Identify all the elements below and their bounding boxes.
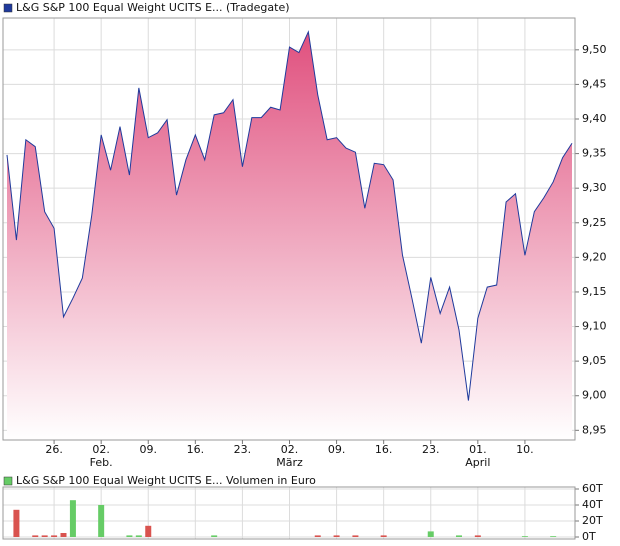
volume-bar <box>380 535 387 537</box>
x-tick-label: 10. <box>516 443 534 456</box>
x-tick-label: 23. <box>422 443 440 456</box>
y-tick-label: 9,10 <box>582 320 607 333</box>
volume-bar <box>145 525 152 537</box>
y-tick-label: 9,50 <box>582 43 607 56</box>
x-month-label: Feb. <box>90 456 113 469</box>
volume-subtitle: Volumen in Euro <box>226 474 316 487</box>
chart-subtitle: (Tradegate) <box>226 1 290 14</box>
volume-bar <box>521 536 528 537</box>
volume-bar <box>135 535 142 537</box>
x-tick-label: 16. <box>375 443 393 456</box>
volume-bar <box>51 535 58 537</box>
volume-bar <box>427 531 434 537</box>
volume-bar <box>211 535 218 537</box>
volume-bar <box>456 535 462 537</box>
x-tick-label: 09. <box>328 443 346 456</box>
volume-bar <box>550 536 557 537</box>
y-tick-label: 0T <box>582 530 596 543</box>
volume-bar <box>69 500 76 537</box>
y-tick-label: 9,15 <box>582 285 607 298</box>
x-month-label: April <box>465 456 490 469</box>
volume-bar <box>352 535 359 537</box>
price-line <box>6 30 573 401</box>
y-tick-label: 9,30 <box>582 181 607 194</box>
x-tick-label: 02. <box>281 443 299 456</box>
y-tick-label: 20T <box>582 514 603 527</box>
y-tick-label: 60T <box>582 482 603 495</box>
y-tick-label: 8,95 <box>582 423 607 436</box>
volume-bar <box>474 535 481 537</box>
x-tick-label: 26. <box>45 443 63 456</box>
volume-bar <box>126 535 133 537</box>
y-tick-label: 9,35 <box>582 147 607 160</box>
y-tick-label: 9,40 <box>582 112 607 125</box>
x-tick-label: 09. <box>140 443 158 456</box>
x-tick-label: 02. <box>92 443 110 456</box>
volume-bar <box>98 505 105 537</box>
y-tick-label: 9,20 <box>582 250 607 263</box>
volume-bar <box>41 535 48 537</box>
volume-title: L&G S&P 100 Equal Weight UCITS E... <box>16 474 223 487</box>
x-tick-label: 16. <box>187 443 205 456</box>
volume-bar <box>13 509 20 537</box>
legend-swatch <box>3 3 13 13</box>
y-tick-label: 9,05 <box>582 354 607 367</box>
y-tick-label: 9,00 <box>582 389 607 402</box>
price-area <box>7 31 572 441</box>
volume-bar <box>60 533 67 537</box>
volume-bar <box>333 535 340 537</box>
x-month-label: März <box>276 456 303 469</box>
volume-bar <box>314 535 321 537</box>
y-tick-label: 9,45 <box>582 77 607 90</box>
y-tick-label: 9,25 <box>582 216 607 229</box>
x-tick-label: 01. <box>469 443 487 456</box>
volume-bar <box>32 535 39 537</box>
x-tick-label: 23. <box>234 443 252 456</box>
plot-frame <box>2 486 576 540</box>
chart-title: L&G S&P 100 Equal Weight UCITS E... <box>16 1 223 14</box>
y-tick-label: 40T <box>582 498 603 511</box>
legend-swatch <box>3 476 13 486</box>
